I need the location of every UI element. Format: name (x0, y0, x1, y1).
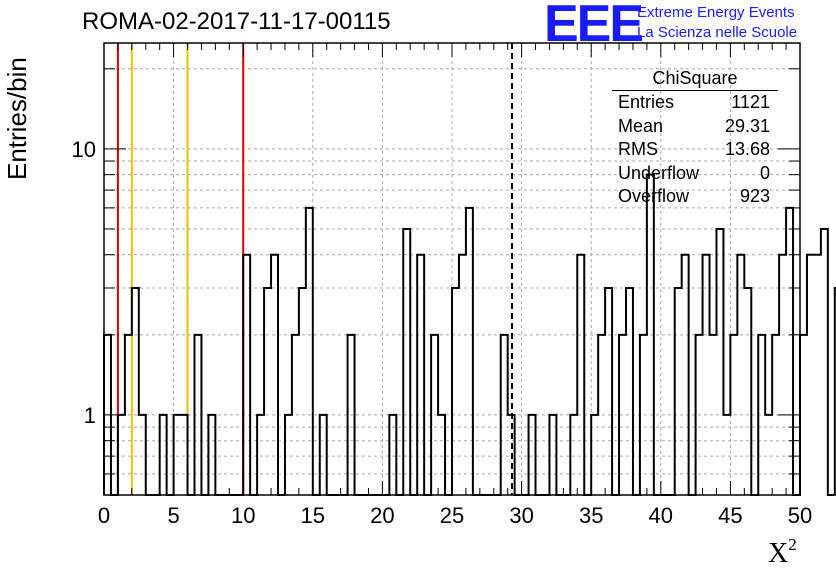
histogram-bin (800, 335, 807, 495)
histogram-bin (591, 415, 598, 495)
histogram-bin (730, 335, 737, 495)
histogram-bin (403, 229, 410, 495)
histogram-bin (292, 335, 299, 495)
x-tick-label: 35 (579, 503, 603, 528)
x-tick-label: 10 (231, 503, 255, 528)
y-axis-label: Entries/bin (2, 57, 32, 180)
histogram-bin (264, 288, 271, 495)
histogram-bin (786, 208, 793, 495)
histogram-bin (807, 255, 814, 495)
x-tick-label: 20 (370, 503, 394, 528)
histogram-bin (466, 208, 473, 495)
chart-title: ROMA-02-2017-11-17-00115 (82, 8, 391, 35)
stats-label: Underflow (618, 162, 700, 183)
x-tick-label: 0 (98, 503, 110, 528)
histogram-bin (299, 288, 306, 495)
histogram-bin (577, 255, 584, 495)
histogram-bin (306, 208, 313, 495)
eee-logo: EEE (544, 0, 644, 53)
histogram-bin (626, 288, 633, 495)
histogram-bin (821, 229, 828, 495)
histogram-bin (779, 255, 786, 495)
histogram-bin (716, 229, 723, 495)
stats-title: ChiSquare (612, 66, 778, 91)
histogram-bin (619, 335, 626, 495)
histogram-bin (710, 335, 717, 495)
histogram-bin (181, 415, 188, 495)
stats-value: 29.31 (724, 115, 770, 136)
histogram-bin (570, 415, 577, 495)
histogram-bin (208, 415, 215, 495)
histogram-bin (348, 335, 355, 495)
histogram-bin (765, 415, 772, 495)
histogram-bin (174, 415, 181, 495)
histogram-bin (459, 255, 466, 495)
stats-value: 13.68 (724, 139, 770, 159)
histogram-bin (132, 288, 139, 495)
x-tick-label: 40 (649, 503, 673, 528)
histogram-outline (103, 173, 836, 496)
x-tick-label: 45 (718, 503, 742, 528)
histogram-bin (257, 415, 264, 495)
histogram-bin (723, 415, 730, 495)
histogram-bin (529, 415, 536, 495)
y-tick-label: 10 (72, 137, 96, 162)
stats-row-entries: Entries 1121 (612, 91, 778, 115)
histogram-bin (696, 335, 703, 495)
histogram-bin (758, 335, 765, 495)
histogram-bin (271, 255, 278, 495)
histogram-bin (549, 415, 556, 495)
stats-box: ChiSquare Entries 1121 Mean 29.31 RMS 13… (612, 66, 778, 209)
histogram-bin (737, 255, 744, 495)
histogram-bin (814, 255, 821, 495)
stats-label: RMS (618, 139, 658, 159)
logo-line-2: La Scienza nelle Scuole (637, 24, 798, 41)
stats-row-rms: RMS 13.68 (612, 138, 778, 162)
histogram-bin (675, 288, 682, 495)
histogram-bin (118, 415, 125, 495)
histogram-bin (320, 415, 327, 495)
histogram-bin (501, 335, 508, 495)
histogram-bin (703, 255, 710, 495)
histogram-bin (389, 415, 396, 495)
x-tick-label: 25 (440, 503, 464, 528)
histogram-bin (452, 288, 459, 495)
histogram-bin (417, 255, 424, 495)
histogram-bin (139, 415, 146, 495)
histogram-bin (744, 288, 751, 495)
histogram-bin (647, 175, 654, 495)
histogram-bin (431, 335, 438, 495)
x-tick-label: 30 (509, 503, 533, 528)
histogram-bin (194, 335, 201, 495)
histogram-bin (640, 335, 647, 495)
x-axis-label: X2 (768, 535, 797, 569)
stats-value: 923 (739, 186, 770, 206)
logo-line-1: Extreme Energy Events (637, 4, 795, 21)
x-tick-label: 15 (301, 503, 325, 528)
y-tick-label: 1 (84, 403, 96, 428)
histogram-bin (508, 415, 515, 495)
stats-label: Mean (618, 115, 664, 136)
stats-value: 0 (759, 162, 770, 183)
histogram-bin (438, 415, 445, 495)
histogram-bin (598, 335, 605, 495)
stats-row-underflow: Underflow 0 (612, 162, 778, 186)
x-tick-label: 5 (167, 503, 179, 528)
histogram-bin (243, 255, 250, 495)
histogram-bin (605, 288, 612, 495)
stats-row-mean: Mean 29.31 (612, 115, 778, 139)
histogram-bin (682, 255, 689, 495)
stats-row-overflow: Overflow 923 (612, 185, 778, 209)
histogram-bin (285, 415, 292, 495)
x-tick-label: 50 (788, 503, 812, 528)
stats-label: Overflow (618, 186, 690, 206)
stats-value: 1121 (731, 92, 770, 112)
stats-label: Entries (618, 92, 675, 112)
histogram-bin (160, 415, 167, 495)
